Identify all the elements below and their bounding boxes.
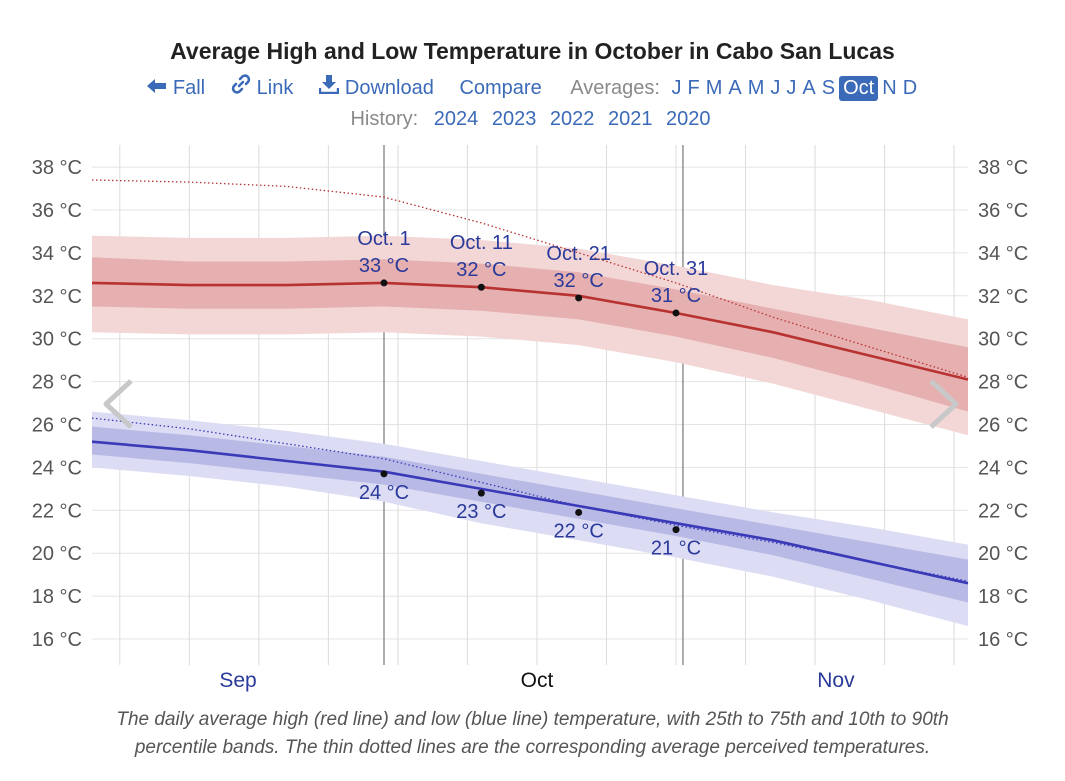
y-tick-label-right: 22 °C — [978, 500, 1028, 522]
fall-label: Fall — [172, 77, 206, 99]
y-tick-label-right: 28 °C — [978, 372, 1028, 394]
link-icon — [231, 74, 251, 100]
high-marker-dot — [477, 283, 485, 291]
marker-low-value: 22 °C — [554, 520, 604, 542]
y-tick-label-left: 18 °C — [32, 586, 82, 608]
y-tick-label-left: 30 °C — [32, 329, 82, 351]
temperature-chart: Oct. 1 33 °C 24 °C Oct. 11 32 °C 23 °C Oct. 21… — [32, 145, 1029, 692]
percentile-bands — [92, 235, 968, 627]
chart-navigation — [103, 379, 959, 429]
history-year-2022[interactable]: 2022 — [549, 108, 595, 130]
y-tick-label-right: 30 °C — [978, 329, 1028, 351]
x-month-label: Oct — [521, 669, 554, 692]
marker-low-value: 23 °C — [456, 501, 506, 523]
perceived-low-line — [91, 417, 969, 582]
marker-date-label: Oct. 31 — [644, 258, 708, 280]
month-mar[interactable]: M — [705, 77, 723, 99]
month-aug[interactable]: A — [802, 77, 816, 99]
perceived-high-line — [91, 179, 969, 378]
marker-low-value: 24 °C — [359, 482, 409, 504]
history-year-2024[interactable]: 2024 — [433, 108, 479, 130]
link-button[interactable]: Link — [231, 74, 294, 100]
y-tick-label-right: 20 °C — [978, 543, 1028, 565]
y-tick-label-left: 20 °C — [32, 543, 82, 565]
date-markers: Oct. 1 33 °C 24 °C Oct. 11 32 °C 23 °C Oct. 21… — [357, 228, 708, 560]
marker-date-label: Oct. 21 — [546, 243, 610, 265]
marker-low-value: 21 °C — [651, 538, 701, 560]
month-apr[interactable]: A — [728, 77, 742, 99]
low-marker-dot — [477, 489, 485, 497]
page-title: Average High and Low Temperature in Octo… — [170, 38, 895, 64]
y-tick-label-right: 24 °C — [978, 457, 1028, 479]
chart-caption: The daily average high (red line) and lo… — [40, 706, 1025, 762]
caption-line-2: percentile bands. The thin dotted lines … — [134, 737, 931, 758]
low-marker-dot — [672, 526, 680, 534]
average-low-line — [91, 440, 969, 585]
x-month-label[interactable]: Nov — [817, 669, 855, 692]
marker-high-value: 32 °C — [456, 259, 506, 281]
fall-button[interactable]: Fall — [145, 77, 205, 100]
y-tick-label-left: 22 °C — [32, 500, 82, 522]
link-label: Link — [256, 77, 294, 99]
marker-date-label: Oct. 1 — [357, 228, 410, 250]
month-sep[interactable]: S — [821, 77, 836, 99]
y-tick-label-right: 36 °C — [978, 200, 1028, 222]
arrow-left-icon — [145, 77, 167, 100]
averages-label: Averages: — [570, 77, 660, 99]
y-tick-label-left: 38 °C — [32, 157, 82, 179]
y-tick-label-right: 26 °C — [978, 415, 1028, 437]
compare-button[interactable]: Compare — [459, 77, 542, 99]
caption-line-1: The daily average high (red line) and lo… — [116, 709, 949, 730]
marker-high-value: 33 °C — [359, 255, 409, 277]
averages-month-selector: Averages: J F M A M J J A S Oct N D — [567, 76, 920, 101]
month-jan[interactable]: J — [671, 77, 682, 99]
month-oct[interactable]: Oct — [839, 76, 879, 101]
low-band-25-75 — [92, 426, 968, 603]
high-marker-dot — [380, 279, 388, 287]
marker-high-value: 31 °C — [651, 285, 701, 307]
y-tick-label-left: 28 °C — [32, 372, 82, 394]
y-tick-label-left: 26 °C — [32, 415, 82, 437]
y-tick-label-right: 18 °C — [978, 586, 1028, 608]
download-label: Download — [344, 77, 434, 99]
marker-date-label: Oct. 11 — [450, 232, 513, 254]
average-high-line — [91, 281, 969, 381]
series-lines — [91, 179, 969, 585]
y-tick-label-right: 38 °C — [978, 157, 1028, 179]
download-icon — [318, 74, 340, 100]
download-button[interactable]: Download — [318, 74, 434, 100]
history-year-2021[interactable]: 2021 — [607, 108, 653, 130]
y-tick-label-right: 32 °C — [978, 286, 1028, 308]
high-marker-dot — [672, 309, 680, 317]
high-marker-dot — [575, 294, 583, 302]
previous-arrow-icon[interactable] — [103, 379, 133, 429]
month-jun[interactable]: J — [770, 77, 781, 99]
x-month-label[interactable]: Sep — [219, 669, 256, 692]
month-dec[interactable]: D — [902, 77, 918, 99]
month-feb[interactable]: F — [687, 77, 700, 99]
month-jul[interactable]: J — [786, 77, 797, 99]
history-label: History: — [350, 108, 419, 130]
month-nov[interactable]: N — [882, 77, 897, 99]
chart-axes: 16 °C 16 °C 18 °C 18 °C 20 °C 20 °C 22 °C 22 °C… — [32, 157, 1029, 692]
y-tick-label-right: 34 °C — [978, 243, 1028, 265]
y-tick-label-left: 34 °C — [32, 243, 82, 265]
history-year-2023[interactable]: 2023 — [491, 108, 537, 130]
y-tick-label-left: 32 °C — [32, 286, 82, 308]
next-arrow-icon[interactable] — [929, 379, 959, 429]
y-tick-label-right: 16 °C — [978, 629, 1028, 651]
y-tick-label-left: 16 °C — [32, 629, 82, 651]
month-may[interactable]: M — [747, 77, 765, 99]
marker-high-value: 32 °C — [554, 270, 604, 292]
low-marker-dot — [380, 470, 388, 478]
high-band-25-75 — [92, 257, 968, 412]
y-tick-label-left: 24 °C — [32, 457, 82, 479]
history-year-2020[interactable]: 2020 — [666, 108, 711, 130]
y-tick-label-left: 36 °C — [32, 200, 82, 222]
low-marker-dot — [575, 508, 583, 516]
history-selector: History: 2024 2023 2022 2021 2020 — [0, 108, 1065, 131]
